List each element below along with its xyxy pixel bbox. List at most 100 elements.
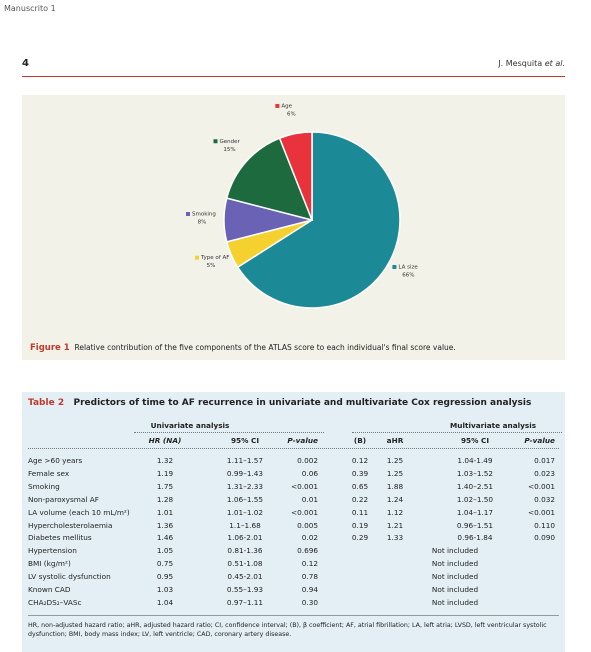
table-cell: 1.75 bbox=[156, 481, 174, 491]
table-cell: <0.001 bbox=[527, 507, 555, 517]
table-cell: 0.696 bbox=[297, 546, 318, 556]
table-label: Table 2 bbox=[28, 398, 65, 408]
slice-value: 8% bbox=[198, 220, 207, 226]
table-cell: Not included bbox=[431, 546, 479, 556]
column-header: 95% CI bbox=[460, 436, 490, 445]
page-number: 4 bbox=[22, 58, 29, 69]
column-header: aHR bbox=[386, 436, 404, 445]
table-cell: 1.32 bbox=[156, 456, 174, 465]
table-cell: 1.03 bbox=[156, 585, 174, 594]
column-header: P-value bbox=[524, 436, 555, 445]
table-cell: Known CAD bbox=[28, 585, 71, 594]
page: Manuscrito 1 4 J. Mesquita et al. LA siz… bbox=[4, 4, 565, 652]
table-cell: 0.090 bbox=[534, 533, 555, 543]
table-cell: 0.02 bbox=[301, 533, 318, 543]
table-cell: CHA₂DS₂–VASc bbox=[28, 597, 82, 607]
table-cell: 1.05 bbox=[156, 546, 174, 556]
table-cell: 0.29 bbox=[351, 533, 369, 543]
legend-swatch bbox=[213, 139, 218, 144]
table-cell: 0.81-1.36 bbox=[227, 546, 263, 556]
slice-label: Type of AF bbox=[200, 255, 229, 261]
table-cell: Hypertension bbox=[28, 546, 77, 556]
pie-slice bbox=[278, 131, 313, 221]
table-cell: 1.04-1.49 bbox=[457, 456, 493, 465]
table-cell: 1.04 bbox=[156, 597, 174, 607]
table-cell: 1.06-2.01 bbox=[227, 533, 263, 543]
table-cell: BMI (kg/m²) bbox=[28, 559, 71, 569]
table-cell: 1.12 bbox=[386, 507, 404, 517]
table-cell: LA volume (each 10 mL/m²) bbox=[28, 507, 130, 517]
caption-text: Relative contribution of the five compon… bbox=[74, 343, 456, 352]
table-cell: <0.001 bbox=[527, 481, 555, 491]
figure: LA size 66% Type of AF 5% Smoking 8% Gender 15%… bbox=[22, 95, 565, 360]
table-cell: 1.40–2.51 bbox=[456, 481, 494, 491]
header-rule bbox=[22, 76, 565, 77]
table-cell: 0.023 bbox=[534, 468, 555, 478]
slice-label: Smoking bbox=[192, 212, 216, 218]
table-cell: 0.01 bbox=[301, 494, 318, 504]
table-cell: 1.01–1.02 bbox=[226, 507, 264, 517]
table-footnote: HR, non-adjusted hazard ratio; aHR, adju… bbox=[28, 622, 547, 638]
table-cell: Female sex bbox=[28, 468, 70, 478]
table-cell: 1.28 bbox=[156, 494, 174, 504]
table-cell: 1.25 bbox=[386, 456, 404, 465]
column-header: HR (NA) bbox=[148, 436, 182, 445]
slice-value: 15% bbox=[223, 147, 235, 153]
table-cell: 0.51-1.08 bbox=[227, 559, 263, 569]
table-cell: 0.06 bbox=[301, 468, 318, 478]
table-cell: 0.017 bbox=[534, 456, 555, 465]
table-cell: 1.33 bbox=[386, 533, 404, 543]
table-cell: 1.02–1.50 bbox=[456, 494, 494, 504]
table-cell: 0.75 bbox=[156, 559, 174, 569]
rule bbox=[352, 432, 562, 433]
table-cell: 1.06–1.55 bbox=[226, 494, 264, 504]
column-header: P-value bbox=[287, 436, 318, 445]
pie-slice bbox=[225, 137, 314, 222]
table-title: Predictors of time to AF recurrence in u… bbox=[73, 398, 532, 408]
table-cell: 0.110 bbox=[534, 520, 555, 530]
table-cell: <0.001 bbox=[290, 481, 318, 491]
table-cell: 0.99–1.43 bbox=[226, 468, 264, 478]
table-cell: Hypercholesterolaemia bbox=[28, 520, 113, 530]
table-cell: Not included bbox=[431, 585, 479, 594]
table-cell: 0.65 bbox=[351, 481, 369, 491]
table-cell: 1.88 bbox=[386, 481, 404, 491]
table-cell: LV systolic dysfunction bbox=[28, 572, 111, 582]
group-header: Univariate analysis bbox=[150, 421, 230, 430]
slice-value: 5% bbox=[207, 263, 216, 269]
table-cell: 1.25 bbox=[386, 468, 404, 478]
table-cell: 1.46 bbox=[156, 533, 174, 543]
pie-chart: LA size 66% Type of AF 5% Smoking 8% Gender 15%… bbox=[186, 103, 418, 309]
table-cell: 1.19 bbox=[156, 468, 174, 478]
table-cell: 0.94 bbox=[301, 585, 318, 594]
table-cell: 0.002 bbox=[297, 456, 318, 465]
table-cell: Smoking bbox=[28, 481, 60, 491]
author: J. Mesquita et al. bbox=[498, 59, 565, 68]
table-cell: 0.032 bbox=[534, 494, 555, 504]
group-header: Multivariate analysis bbox=[450, 421, 537, 430]
table-cell: 0.78 bbox=[301, 572, 318, 582]
table-cell: 0.45-2.01 bbox=[227, 572, 263, 582]
rule bbox=[134, 432, 324, 433]
table-cell: <0.001 bbox=[290, 507, 318, 517]
table-cell: 1.01 bbox=[156, 507, 174, 517]
table-cell: 1.24 bbox=[386, 494, 404, 504]
table-cell: 0.95 bbox=[156, 572, 174, 582]
legend-swatch bbox=[186, 212, 190, 216]
column-header: 95% CI bbox=[230, 436, 260, 445]
table-cell: 0.11 bbox=[351, 507, 369, 517]
table-cell: 0.12 bbox=[301, 559, 318, 569]
table-cell: Not included bbox=[431, 559, 479, 569]
table-cell: 0.22 bbox=[351, 494, 369, 504]
table-cell: 1.21 bbox=[386, 520, 404, 530]
table-cell: 0.97–1.11 bbox=[226, 597, 264, 607]
rule bbox=[28, 448, 559, 449]
table-heading: Table 2 Predictors of time to AF recurre… bbox=[28, 398, 531, 408]
table-cell: Diabetes mellitus bbox=[28, 533, 92, 543]
table-cell: 1.03–1.52 bbox=[456, 468, 494, 478]
slice-label: Gender bbox=[219, 139, 240, 145]
legend-swatch bbox=[275, 103, 280, 108]
legend-swatch bbox=[195, 255, 200, 260]
legend-swatch bbox=[392, 264, 397, 269]
slice-label: LA size bbox=[398, 264, 418, 270]
